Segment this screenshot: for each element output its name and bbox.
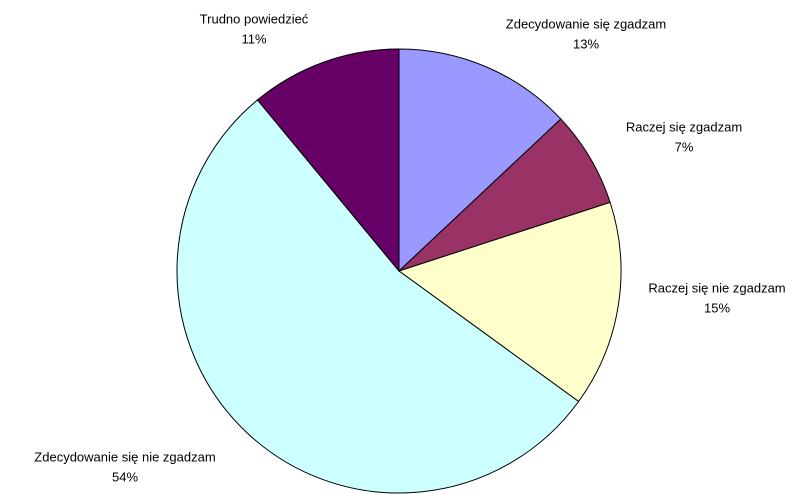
slice-label: Zdecydowanie się nie zgadzam <box>34 449 215 464</box>
slice-value-label: 54% <box>112 469 138 484</box>
pie-slice <box>256 48 400 273</box>
slice-label: Trudno powiedzieć <box>200 11 309 26</box>
slice-value-label: 7% <box>675 139 694 154</box>
slice-value-label: 13% <box>573 36 599 51</box>
pie-slice <box>397 201 622 403</box>
slice-value-label: 15% <box>704 300 730 315</box>
slice-label: Raczej się zgadzam <box>626 119 742 134</box>
slice-value-label: 11% <box>241 31 266 46</box>
slice-label: Raczej się nie zgadzam <box>648 280 785 295</box>
pie-slice <box>176 99 580 494</box>
slice-label: Zdecydowanie się zgadzam <box>506 16 666 31</box>
pie-slice <box>398 48 562 273</box>
